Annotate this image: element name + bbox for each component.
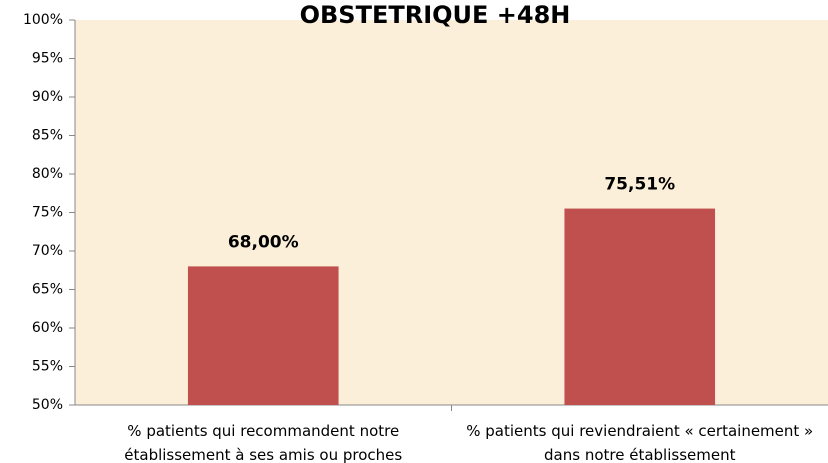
- y-tick-label: 95%: [32, 51, 63, 67]
- y-tick-label: 75%: [32, 205, 63, 221]
- y-tick-label: 80%: [32, 166, 63, 182]
- y-tick-label: 85%: [32, 128, 63, 144]
- y-tick-label: 100%: [23, 12, 63, 28]
- y-tick-label: 55%: [32, 359, 63, 375]
- bar: [187, 266, 339, 405]
- x-tick-label-box: % patients qui recommandent notre établi…: [124, 422, 403, 463]
- bar: [564, 208, 716, 405]
- y-tick-label: 65%: [32, 282, 63, 298]
- x-tick-label: % patients qui recommandent notre établi…: [124, 422, 403, 463]
- y-tick-label: 70%: [32, 243, 63, 259]
- y-tick-label: 90%: [32, 89, 63, 105]
- data-label: 75,51%: [604, 175, 675, 195]
- x-tick-label-box: % patients qui reviendraient « certainem…: [466, 422, 814, 463]
- y-tick-label: 50%: [32, 397, 63, 413]
- y-tick-label: 60%: [32, 320, 63, 336]
- x-tick-label: % patients qui reviendraient « certainem…: [466, 422, 814, 463]
- chart-title: OBSTETRIQUE +48H: [300, 1, 571, 29]
- data-label: 68,00%: [228, 232, 299, 252]
